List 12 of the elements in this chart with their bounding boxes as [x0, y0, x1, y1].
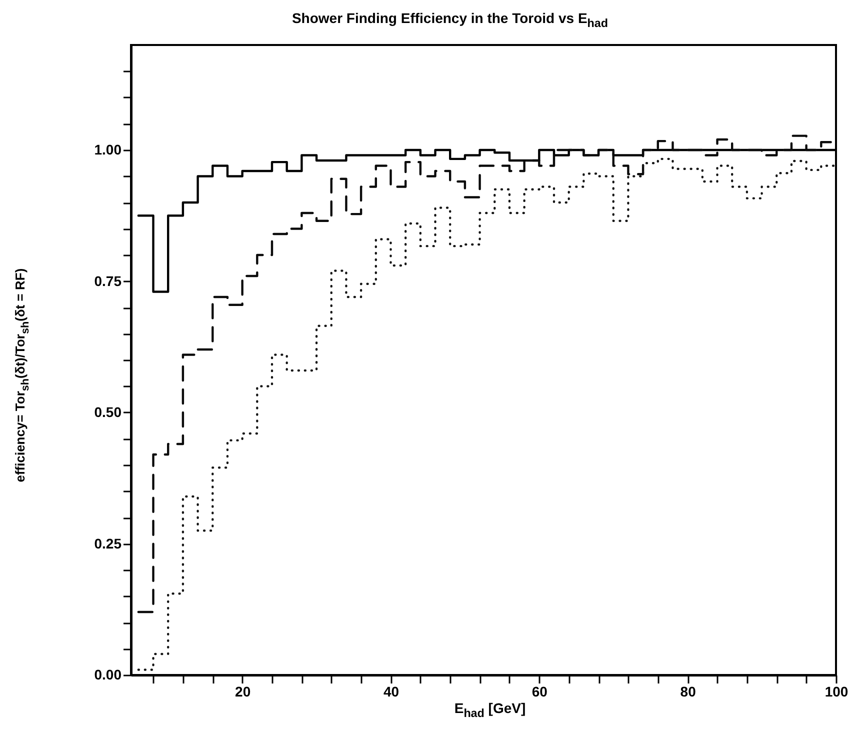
y-tick-label: 0.00: [94, 666, 122, 682]
x-tick-label: 100: [824, 684, 848, 700]
x-tick-label: 60: [532, 684, 548, 700]
y-tick-label: 0.25: [94, 535, 122, 552]
x-axis-title: E$_{had}$ [GeV]: [453, 700, 527, 720]
chart-title: Shower Finding Efficiency in the Toroid vs E$_{had}$: [290, 10, 610, 30]
y-tick-label: 0.75: [94, 272, 122, 289]
y-tick-label: 0.50: [94, 404, 122, 420]
x-tick-label: 40: [383, 684, 400, 700]
y-tick-label: 1.00: [94, 142, 122, 158]
x-tick-label: 80: [680, 684, 696, 700]
x-tick-label: 20: [235, 684, 251, 700]
